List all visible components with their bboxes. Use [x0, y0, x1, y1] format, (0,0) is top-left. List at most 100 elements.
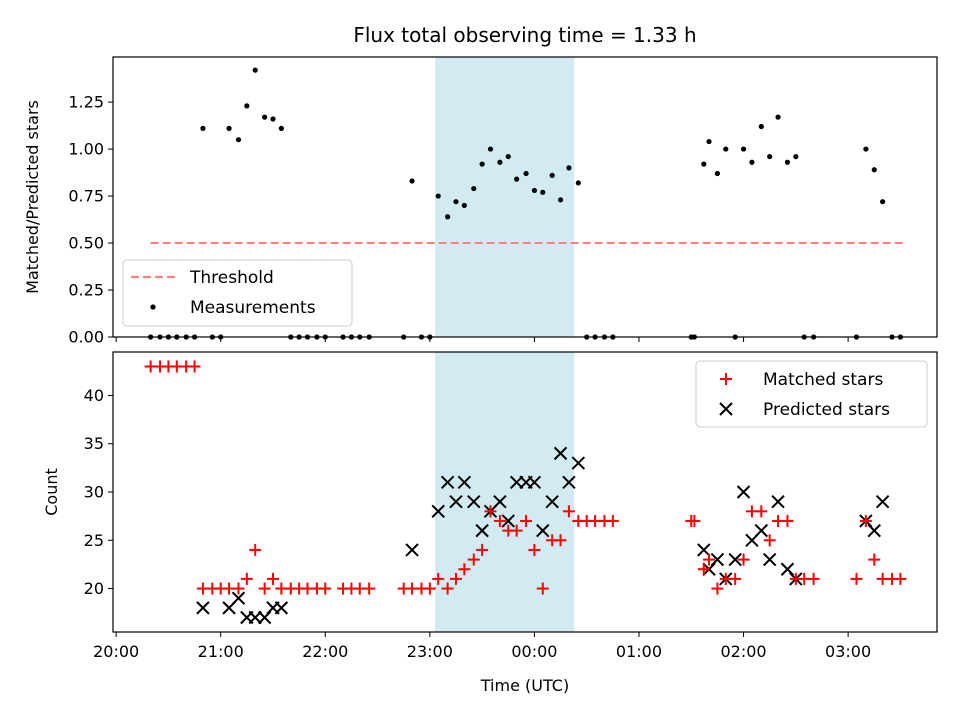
bottom-x-tick-label: 00:00: [511, 642, 557, 661]
matched-star-point: [711, 582, 724, 595]
chart-title: Flux total observing time = 1.33 h: [353, 23, 696, 47]
top-y-tick-label: 0.00: [68, 328, 104, 347]
legend-matched-label: Matched stars: [763, 370, 883, 390]
measurement-point: [714, 170, 721, 177]
bottom-y-tick-label: 40: [84, 386, 104, 405]
matched-star-point: [763, 534, 776, 547]
measurement-point: [540, 189, 546, 195]
bottom-x-tick-label: 23:00: [407, 642, 453, 661]
measurement-point: [453, 199, 459, 205]
ratio-legend-box: [122, 259, 353, 327]
ratio-panel: 0.00 0.25 0.50 0.75 1.00 1.25 Matched/Predict…: [23, 56, 938, 347]
measurement-point: [514, 176, 520, 182]
predicted-star-point: [475, 523, 489, 538]
predicted-star-point: [710, 552, 725, 567]
matched-star-point: [755, 505, 768, 518]
matched-star-point: [266, 572, 279, 585]
measurement-point: [252, 67, 258, 73]
matched-star-point: [688, 514, 701, 527]
observing-window-highlight-top: [435, 57, 575, 337]
matched-star-point: [850, 572, 863, 585]
matched-star-point: [476, 543, 489, 556]
matched-star-point: [441, 582, 454, 595]
bottom-y-tick-label: 30: [84, 483, 104, 502]
measurement-point: [749, 159, 755, 165]
observing-window-highlight-bottom: [435, 352, 575, 632]
measurement-point: [863, 146, 869, 152]
bottom-x-tick-label: 03:00: [825, 642, 871, 661]
measurement-point: [880, 199, 886, 205]
bottom-x-ticks: 20:00 21:00 22:00 23:00 00:00 01:00 02:00 03:00: [93, 632, 871, 661]
measurement-point: [793, 153, 799, 160]
bottom-y-tick-label: 35: [84, 434, 104, 453]
bottom-x-tick-label: 21:00: [198, 642, 244, 661]
matched-star-point: [737, 553, 750, 566]
predicted-star-point: [536, 523, 550, 538]
count-legend: Matched stars Predicted stars: [695, 360, 928, 428]
matched-star-point: [729, 572, 742, 585]
measurement-point: [226, 125, 232, 132]
measurement-point: [235, 137, 242, 143]
matched-star-point: [520, 514, 533, 527]
matched-star-point: [859, 514, 872, 527]
top-y-tick-label: 1.25: [68, 93, 104, 112]
predicted-star-point: [196, 601, 210, 615]
measurement-point: [497, 159, 503, 165]
matched-star-point: [562, 505, 575, 518]
predicted-star-point: [527, 475, 542, 490]
measurement-point: [435, 193, 441, 199]
matched-star-point: [781, 514, 794, 527]
count-panel: 20 25 30 35 40 20:00 21:00 22:00 23:00 00:00 01:0…: [42, 351, 938, 695]
measurement-point: [566, 165, 572, 171]
measurement-point: [505, 153, 511, 160]
measurement-point: [758, 123, 764, 130]
count-panel-frame: [112, 351, 938, 633]
measurement-point: [487, 146, 494, 152]
matched-star-point: [458, 563, 471, 576]
matched-star-point: [894, 572, 907, 585]
legend-threshold-label: Threshold: [189, 268, 274, 288]
matched-star-point: [493, 514, 506, 527]
bottom-y-tick-label: 20: [84, 579, 104, 598]
measurement-point: [531, 187, 538, 194]
top-y-tick-label: 0.25: [68, 281, 104, 300]
bottom-x-tick-label: 22:00: [302, 642, 348, 661]
measurement-point: [549, 172, 555, 178]
predicted-star-point: [467, 494, 481, 509]
matched-star-point: [258, 582, 271, 595]
measurement-point: [784, 159, 791, 165]
measurement-point: [270, 116, 276, 122]
matched-stars-points: [144, 360, 907, 595]
predicted-star-point: [493, 494, 507, 509]
matched-star-point: [868, 553, 881, 566]
matched-star-point: [432, 572, 445, 585]
matched-star-point: [319, 582, 332, 595]
measurement-point: [262, 114, 268, 120]
bottom-x-tick-label: 20:00: [93, 642, 139, 661]
predicted-star-point: [728, 552, 742, 567]
legend-measurements-label: Measurements: [190, 298, 316, 318]
bottom-y-tick-label: 25: [84, 531, 104, 550]
predicted-stars-points: [196, 446, 890, 625]
measurement-point: [740, 146, 747, 152]
measurement-point: [244, 103, 250, 109]
measurement-point: [409, 178, 415, 184]
measurement-point: [523, 170, 529, 177]
legend-measurements-swatch: [150, 304, 156, 310]
predicted-star-point: [501, 514, 515, 528]
measurement-point: [461, 202, 467, 209]
measurement-point: [723, 146, 729, 152]
predicted-star-point: [875, 494, 890, 509]
matched-star-point: [554, 534, 567, 547]
count-y-axis-label: Count: [42, 468, 61, 516]
predicted-star-point: [449, 494, 463, 509]
matched-star-point: [536, 582, 549, 595]
predicted-star-point: [231, 591, 246, 605]
measurement-point: [471, 185, 477, 192]
bottom-x-tick-label: 02:00: [720, 642, 766, 661]
matched-star-point: [249, 543, 262, 556]
matched-star-point: [467, 553, 480, 566]
predicted-star-point: [440, 475, 455, 490]
predicted-star-point: [736, 485, 751, 499]
